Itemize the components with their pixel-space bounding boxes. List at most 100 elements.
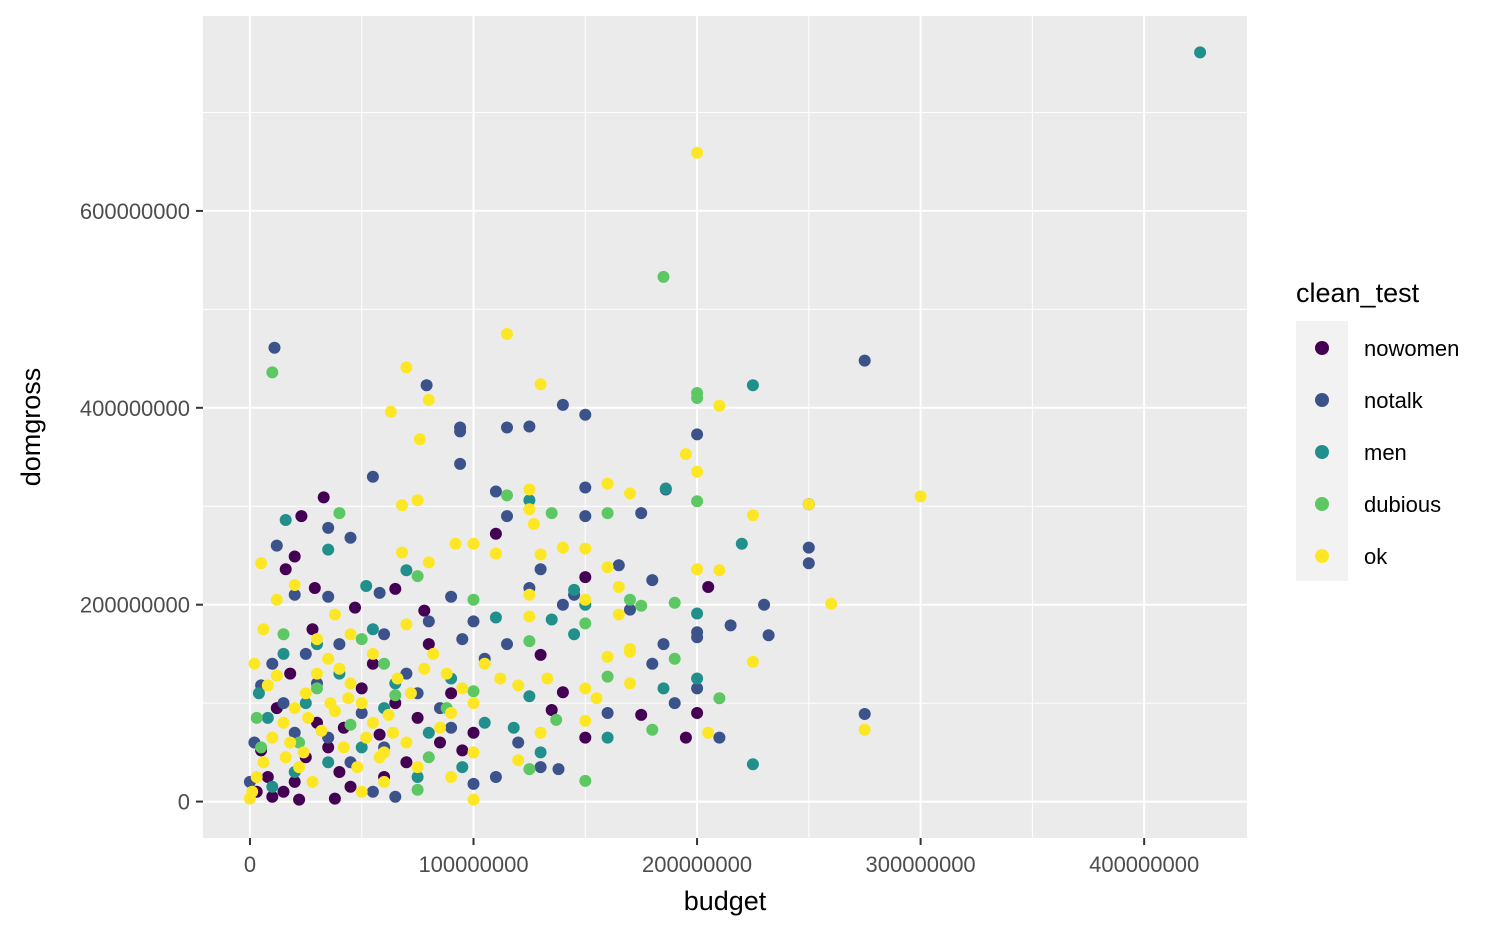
point-men bbox=[252, 687, 265, 700]
point-ok bbox=[612, 608, 625, 621]
point-men bbox=[1194, 46, 1207, 59]
point-nowomen bbox=[295, 510, 308, 523]
point-ok bbox=[288, 579, 301, 591]
point-nowomen bbox=[288, 550, 301, 563]
point-ok bbox=[422, 393, 435, 406]
point-men bbox=[456, 761, 469, 774]
point-notalk bbox=[366, 470, 379, 483]
point-men bbox=[299, 697, 312, 710]
point-dubious bbox=[411, 783, 424, 796]
point-nowomen bbox=[418, 604, 431, 617]
point-men bbox=[366, 623, 379, 636]
point-dubious bbox=[635, 599, 648, 612]
point-notalk bbox=[501, 421, 513, 434]
minor-gridlines bbox=[203, 16, 1247, 838]
point-ok bbox=[467, 697, 480, 710]
legend-items: nowomen notalk men dubious ok bbox=[1315, 336, 1459, 569]
point-notalk bbox=[373, 586, 386, 599]
point-ok bbox=[400, 736, 413, 749]
point-notalk bbox=[420, 379, 433, 392]
point-dubious bbox=[293, 736, 306, 749]
point-nowomen bbox=[373, 728, 386, 741]
point-ok bbox=[501, 328, 513, 340]
point-dubious bbox=[713, 692, 726, 705]
point-ok bbox=[257, 623, 270, 636]
point-ok bbox=[277, 716, 290, 729]
point-ok bbox=[512, 679, 525, 692]
point-ok bbox=[541, 672, 554, 685]
point-ok bbox=[270, 669, 283, 682]
point-men bbox=[355, 741, 368, 754]
x-tick-label: 300000000 bbox=[866, 852, 976, 877]
point-notalk bbox=[534, 563, 547, 576]
point-notalk bbox=[612, 559, 625, 572]
point-ok bbox=[445, 771, 458, 783]
point-notalk bbox=[691, 682, 704, 695]
point-ok bbox=[257, 756, 270, 769]
point-ok bbox=[467, 793, 480, 806]
point-nowomen bbox=[635, 708, 648, 721]
point-ok bbox=[713, 564, 726, 577]
point-ok bbox=[456, 682, 469, 695]
point-notalk bbox=[454, 425, 467, 438]
y-axis-ticks: 0 200000000 400000000 600000000 bbox=[80, 199, 203, 815]
point-nowomen bbox=[293, 793, 306, 806]
point-nowomen bbox=[279, 563, 292, 576]
point-notalk bbox=[445, 721, 458, 734]
point-ok bbox=[270, 593, 283, 606]
point-notalk bbox=[467, 777, 480, 790]
legend-label-nowomen: nowomen bbox=[1364, 336, 1459, 361]
point-notalk bbox=[456, 633, 469, 646]
point-men bbox=[735, 537, 748, 550]
point-notalk bbox=[858, 354, 871, 367]
point-ok bbox=[579, 714, 592, 727]
point-notalk bbox=[366, 785, 379, 798]
point-ok bbox=[579, 682, 592, 695]
point-nowomen bbox=[389, 582, 402, 595]
point-ok bbox=[396, 546, 408, 559]
point-ok bbox=[802, 498, 815, 511]
point-ok bbox=[337, 741, 350, 754]
y-tick-label: 600000000 bbox=[80, 199, 190, 224]
point-ok bbox=[411, 494, 424, 507]
legend-label-dubious: dubious bbox=[1364, 492, 1441, 517]
point-notalk bbox=[501, 638, 513, 651]
point-men bbox=[659, 482, 672, 495]
point-ok bbox=[691, 563, 704, 576]
point-ok bbox=[302, 711, 315, 724]
point-notalk bbox=[691, 428, 704, 441]
y-axis-title: domgross bbox=[16, 368, 46, 487]
point-ok bbox=[387, 726, 399, 739]
point-ok bbox=[328, 608, 341, 621]
y-tick-label: 200000000 bbox=[80, 593, 190, 618]
point-men bbox=[400, 564, 413, 577]
point-ok bbox=[449, 537, 462, 550]
y-tick-label: 0 bbox=[178, 790, 190, 815]
point-notalk bbox=[802, 557, 815, 570]
point-ok bbox=[355, 697, 368, 710]
point-ok bbox=[396, 499, 408, 512]
point-notalk bbox=[268, 341, 281, 354]
point-ok bbox=[311, 633, 323, 646]
point-men bbox=[422, 726, 435, 739]
point-ok bbox=[360, 731, 373, 744]
legend-key-ok bbox=[1315, 549, 1329, 563]
point-ok bbox=[382, 708, 395, 721]
point-notalk bbox=[422, 615, 435, 628]
point-nowomen bbox=[534, 648, 547, 661]
legend-label-men: men bbox=[1364, 440, 1407, 465]
point-nowomen bbox=[579, 571, 592, 584]
point-ok bbox=[713, 399, 726, 412]
point-notalk bbox=[389, 790, 402, 803]
point-men bbox=[507, 721, 520, 734]
point-notalk bbox=[758, 598, 771, 611]
point-ok bbox=[527, 518, 540, 530]
point-nowomen bbox=[266, 790, 279, 803]
point-men bbox=[657, 682, 670, 695]
point-dubious bbox=[389, 689, 402, 702]
point-nowomen bbox=[355, 682, 368, 695]
point-ok bbox=[427, 647, 440, 660]
point-notalk bbox=[601, 707, 614, 719]
point-ok bbox=[601, 477, 614, 490]
point-ok bbox=[467, 746, 480, 759]
